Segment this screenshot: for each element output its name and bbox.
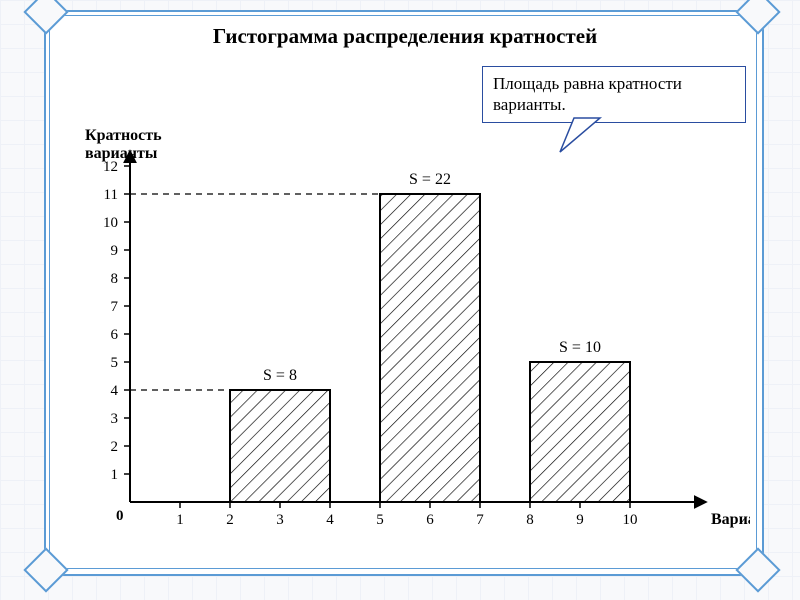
- callout-tail: [0, 0, 800, 600]
